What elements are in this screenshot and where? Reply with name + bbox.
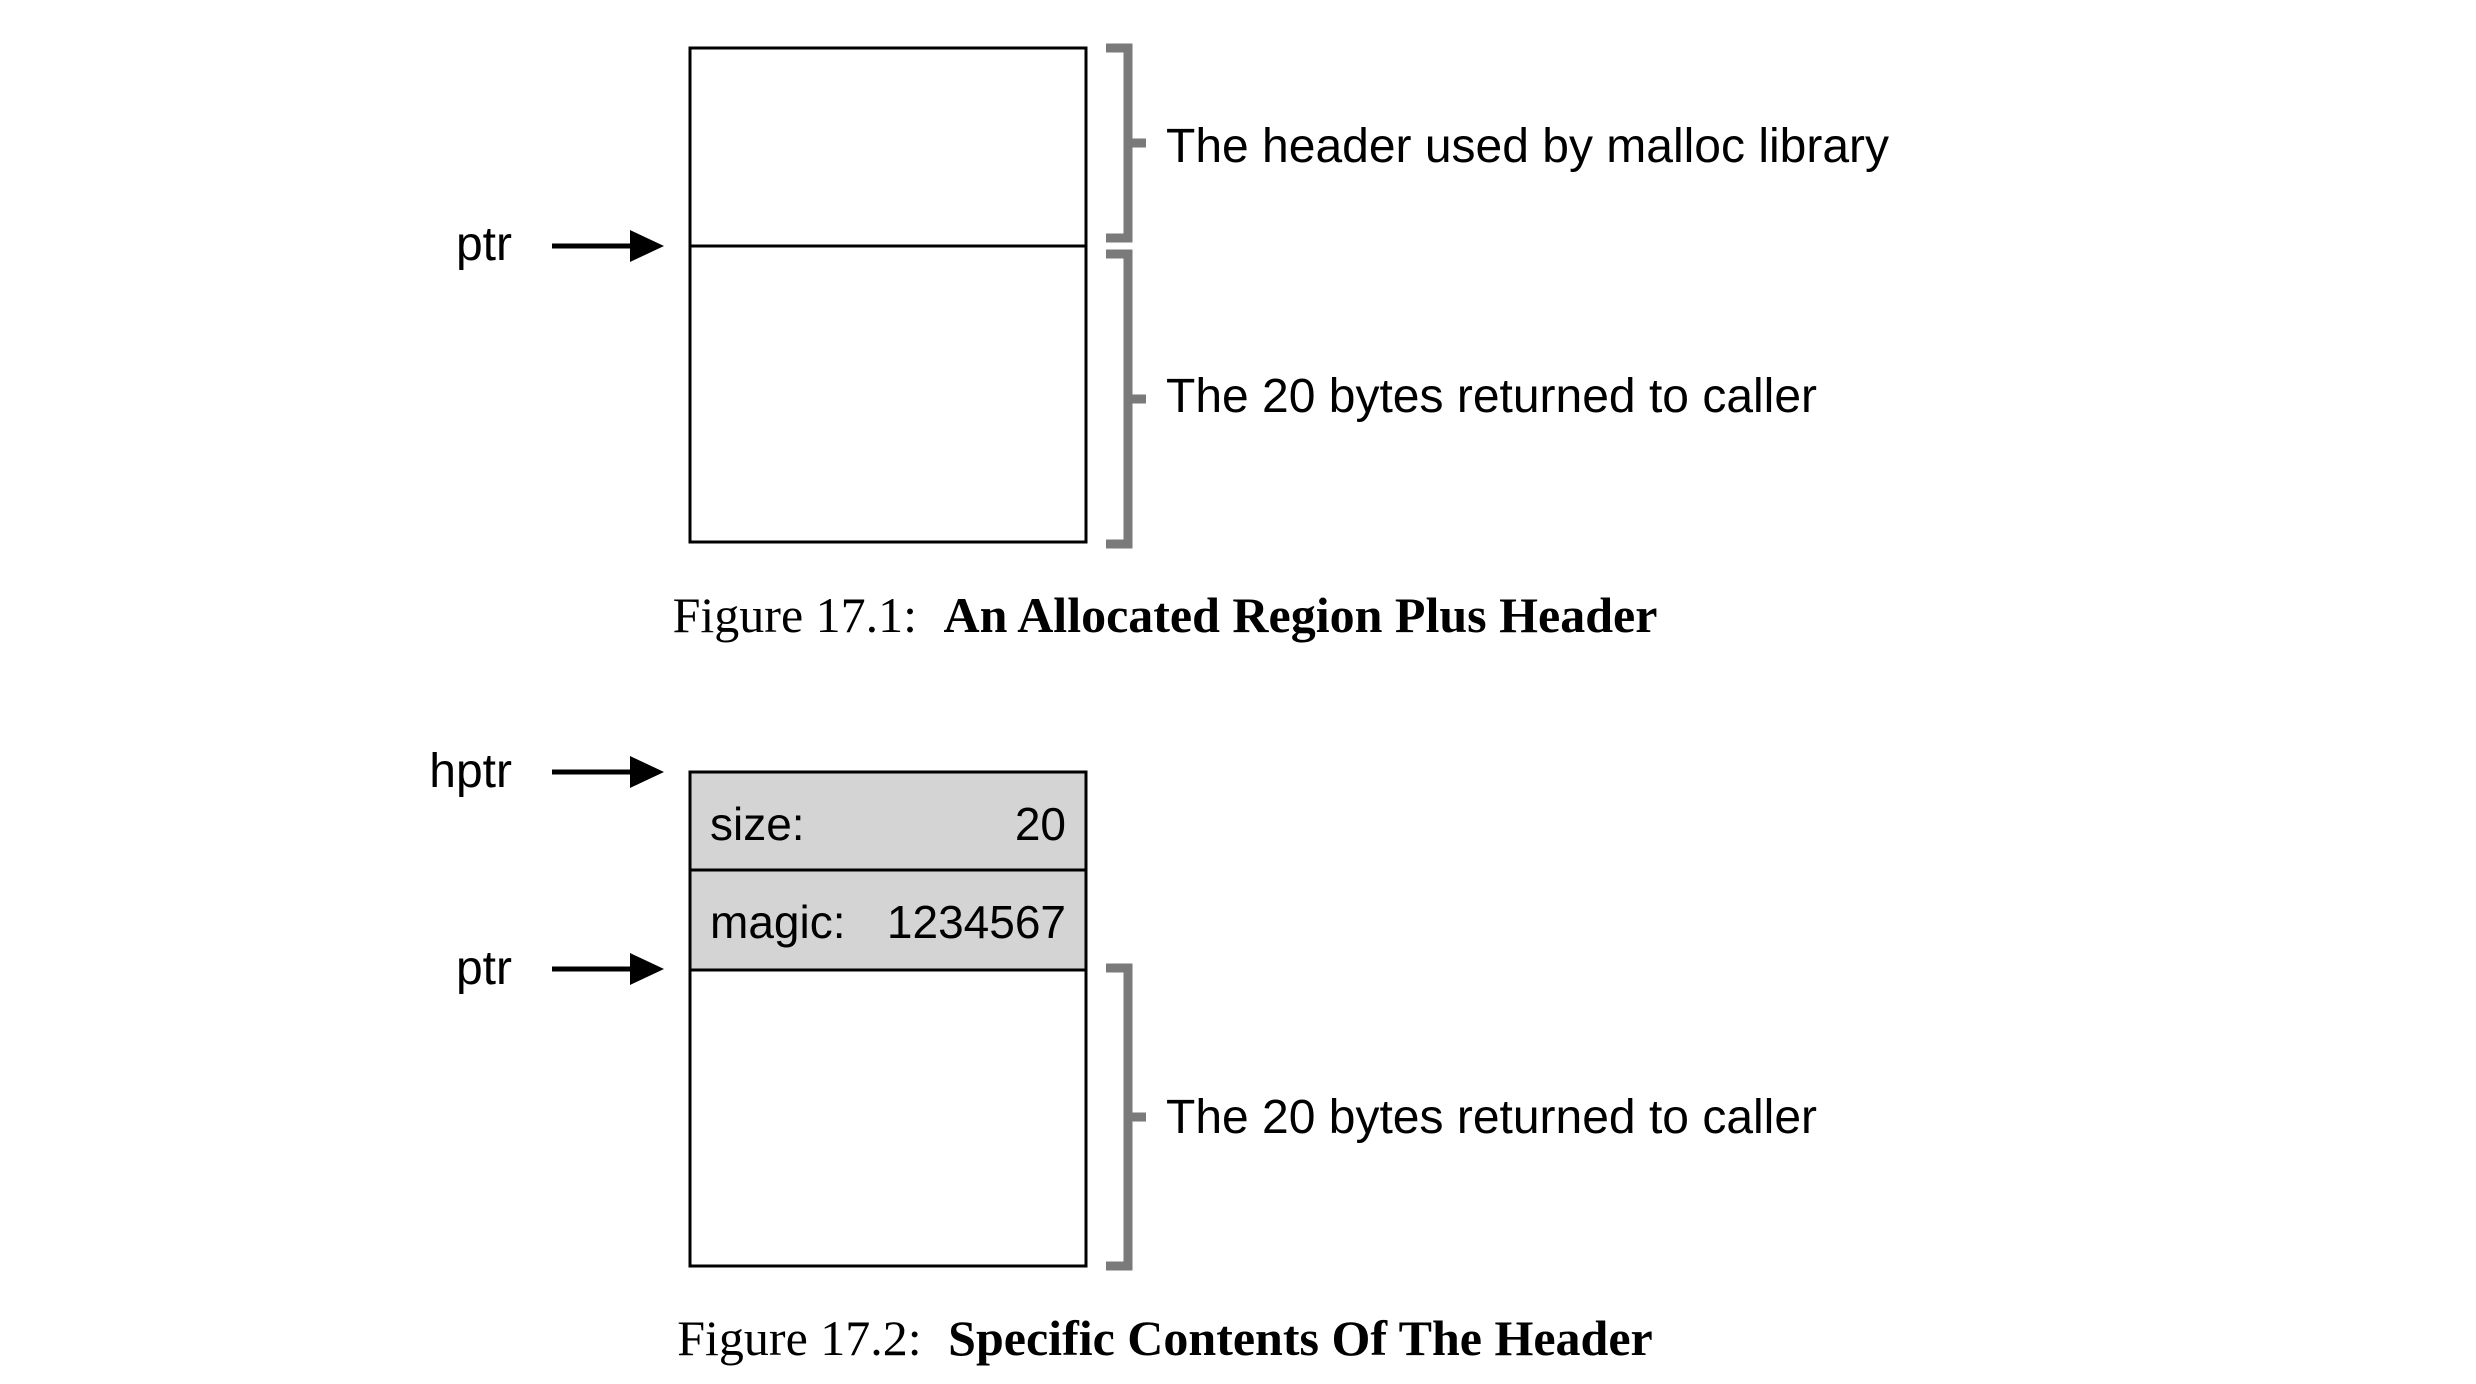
caption-prefix: Figure 17.1:	[673, 587, 917, 643]
size-cell	[688, 770, 1088, 872]
ptr-label: ptr	[456, 942, 512, 995]
ptr-label: ptr	[456, 218, 512, 271]
body-annotation: The 20 bytes returned to caller	[1166, 370, 1817, 423]
ptr-arrow-icon	[552, 230, 664, 262]
caption-title: An Allocated Region Plus Header	[944, 587, 1658, 643]
magic-label: magic:	[710, 896, 845, 948]
header-annotation: The header used by malloc library	[1166, 120, 1889, 173]
magic-value: 1234567	[887, 896, 1066, 948]
figure-17-1: ptr The header used by malloc library Th…	[456, 43, 1889, 643]
figure-caption: Figure 17.2: Specific Contents Of The He…	[677, 1310, 1653, 1366]
body-annotation: The 20 bytes returned to caller	[1166, 1091, 1817, 1144]
ptr-arrow-icon	[552, 953, 664, 985]
caption-title: Specific Contents Of The Header	[948, 1310, 1653, 1366]
hptr-label: hptr	[429, 745, 512, 798]
size-label: size:	[710, 798, 805, 850]
figure-17-2: size: 20 magic: 1234567 hptr ptr The 20 …	[429, 745, 1817, 1366]
body-bracket	[1106, 249, 1146, 549]
magic-cell	[688, 868, 1088, 972]
header-bracket	[1106, 43, 1146, 243]
returned-region-box	[688, 968, 1088, 1268]
allocated-region-box	[688, 46, 1088, 544]
body-bracket	[1106, 963, 1146, 1271]
caption-prefix: Figure 17.2:	[677, 1310, 921, 1366]
size-value: 20	[1015, 798, 1066, 850]
hptr-arrow-icon	[552, 756, 664, 788]
figure-caption: Figure 17.1: An Allocated Region Plus He…	[673, 587, 1658, 643]
